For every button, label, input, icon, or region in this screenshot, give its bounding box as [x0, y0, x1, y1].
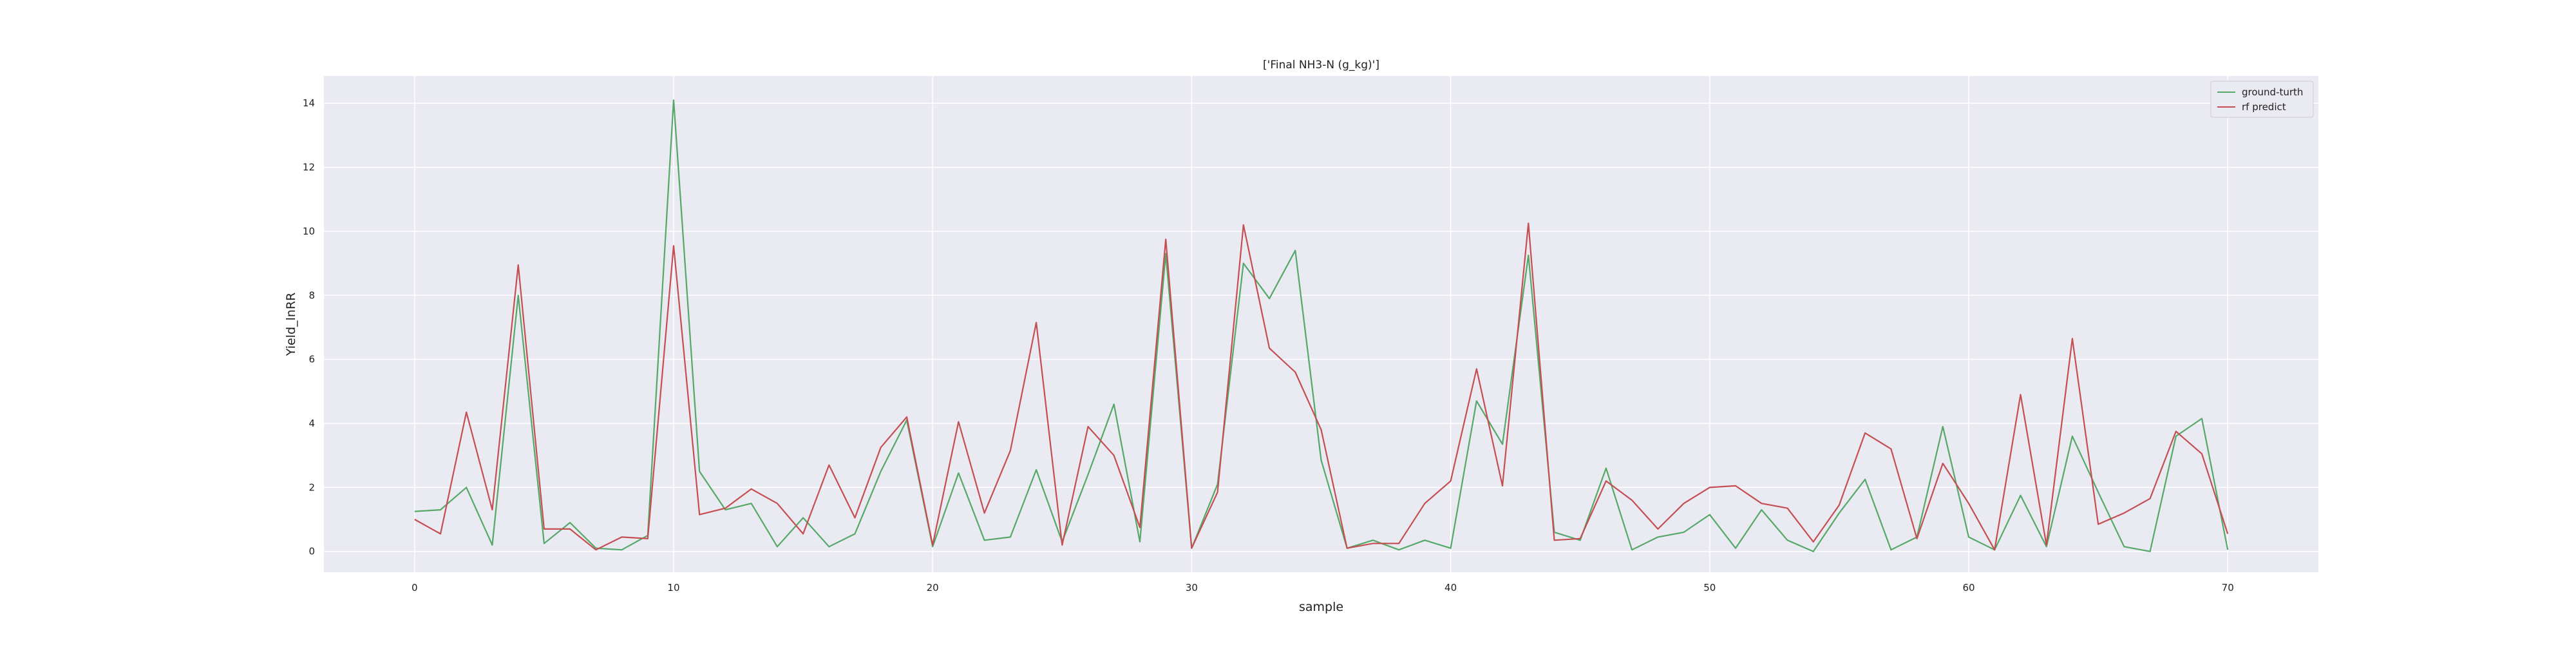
- y-tick-label: 10: [303, 226, 315, 237]
- series-line-ground-turth: [414, 99, 2229, 552]
- x-tick-label: 0: [412, 582, 418, 594]
- x-tick-label: 10: [667, 582, 679, 594]
- legend-box: [2210, 81, 2314, 118]
- y-tick-label: 6: [308, 354, 315, 365]
- legend-label-ground-turth: ground-turth: [2242, 86, 2303, 98]
- series-lines: [414, 99, 2229, 552]
- x-tick-label: 40: [1444, 582, 1457, 594]
- x-tick-label: 60: [1962, 582, 1975, 594]
- y-axis-label: Yield_lnRR: [284, 293, 298, 356]
- x-tick-label: 30: [1186, 582, 1198, 594]
- x-tick-label: 70: [2222, 582, 2234, 594]
- y-tick-label: 2: [308, 481, 315, 493]
- y-tick-label: 0: [308, 546, 315, 557]
- y-tick-label: 12: [303, 162, 315, 173]
- plot-area: [324, 76, 2318, 572]
- x-tick-label: 20: [927, 582, 939, 594]
- y-tick-label: 4: [308, 418, 315, 429]
- chart-title: ['Final NH3-N (g_kg)']: [1263, 59, 1379, 72]
- x-tick-label: 50: [1703, 582, 1716, 594]
- axis-ticks: 0 10 20 30 40 50 60 70 0 2 4 6 8 10 12 14: [303, 97, 2234, 594]
- x-axis-label: sample: [1299, 600, 1343, 614]
- y-tick-label: 14: [303, 97, 315, 109]
- y-tick-label: 8: [308, 289, 315, 301]
- legend: ground-turth rf predict: [2210, 81, 2314, 118]
- grid-lines: [324, 76, 2318, 572]
- series-line-rf-predict: [414, 222, 2229, 551]
- legend-label-rf-predict: rf predict: [2242, 101, 2286, 113]
